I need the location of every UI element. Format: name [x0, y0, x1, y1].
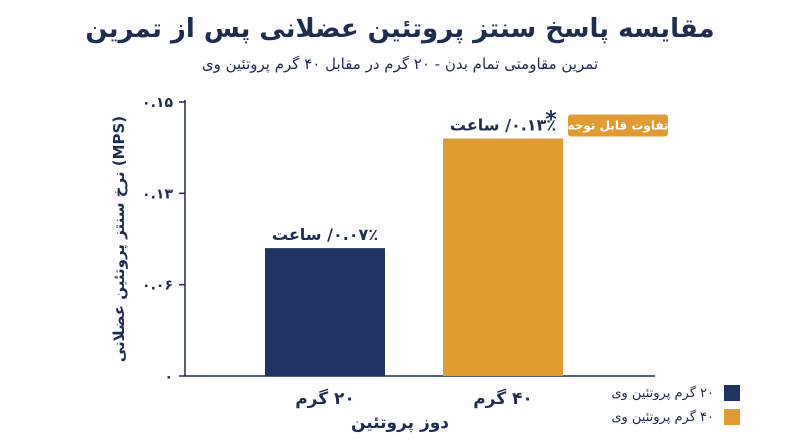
- y-axis-label: نرخ سنتز پروتئین عضلانی (MPS): [110, 116, 129, 362]
- annotation-badge: [568, 114, 668, 137]
- x-tick-label: ۴۰ گرم: [473, 388, 533, 409]
- bar-1: [265, 248, 385, 376]
- legend-item-40g: ۴۰ گرم پروتئین وی: [611, 409, 740, 425]
- legend-label-40g: ۴۰ گرم پروتئین وی: [611, 409, 714, 425]
- bar-2: [443, 138, 563, 376]
- chart-subtitle: تمرین مقاومتی تمام بدن - ۲۰ گرم در مقابل…: [201, 55, 599, 73]
- bar-data-label: ۰.۱۳٪/ ساعت: [450, 116, 556, 135]
- legend-label-20g: ۲۰ گرم پروتئین وی: [611, 385, 714, 401]
- legend-item-20g: ۲۰ گرم پروتئین وی: [611, 385, 740, 401]
- legend-swatch-20g: [724, 385, 740, 401]
- significance-asterisk: *: [545, 108, 557, 133]
- y-tick-label: ۰.۰۶: [142, 278, 173, 294]
- x-tick-label: ۲۰ گرم: [295, 388, 355, 409]
- legend-swatch-40g: [724, 409, 740, 425]
- bar-data-label: ۰.۰۷٪/ ساعت: [272, 225, 378, 244]
- x-axis-label: دوز پروتئین: [351, 413, 449, 433]
- y-tick-label: ۰.۱۳: [142, 186, 173, 202]
- y-tick-label: ۰.۱۵: [142, 95, 173, 111]
- chart-title: مقایسه پاسخ سنتز پروتئین عضلانی پس از تم…: [85, 14, 715, 44]
- annotation-text: تفاوت قابل توجه: [567, 119, 668, 134]
- y-tick-label: ۰: [164, 369, 173, 385]
